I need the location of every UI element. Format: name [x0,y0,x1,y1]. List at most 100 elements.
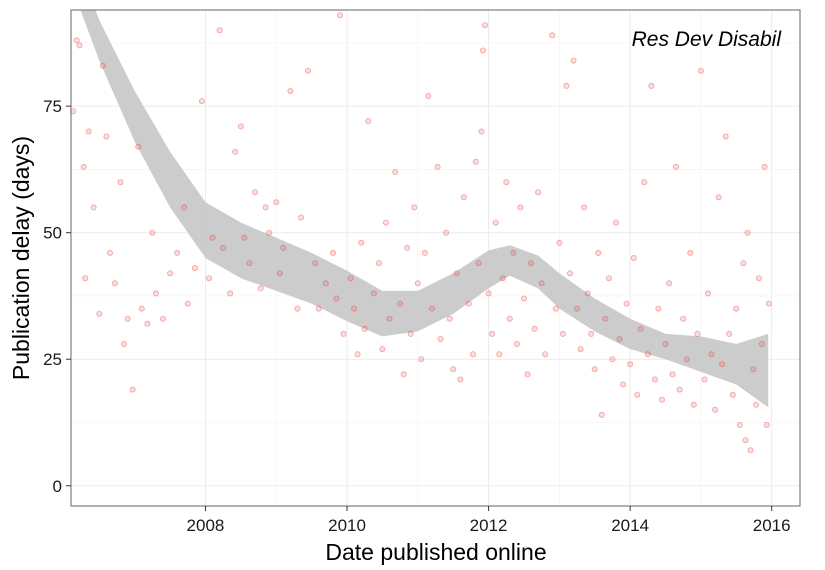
scatter-point [673,163,680,170]
scatter-point [465,300,472,307]
scatter-point [354,351,361,358]
scatter-point [251,189,258,196]
scatter-point [559,330,566,337]
scatter-point [499,275,506,282]
scatter-point [329,249,336,256]
scatter-point [232,148,239,155]
grid-lines [71,10,800,506]
scatter-point [538,280,545,287]
scatter-point [446,315,453,322]
scatter-point [198,98,205,105]
x-tick-label: 2010 [328,516,366,535]
scatter-point [184,300,191,307]
scatter-point [117,179,124,186]
scatter-point [129,386,136,393]
x-tick-label: 2008 [187,516,225,535]
scatter-point [630,254,637,261]
scatter-point [365,118,372,125]
scatter-point [616,335,623,342]
y-axis-ticks: 0 25 50 75 [43,97,71,496]
scatter-point [220,244,227,251]
y-tick-label: 0 [53,477,62,496]
scatter-point [216,27,223,34]
scatter-point [209,234,216,241]
scatter-point [361,325,368,332]
scatter-point [598,411,605,418]
scatter-point [457,376,464,383]
scatter-point [577,346,584,353]
scatter-point [379,346,386,353]
scatter-point [531,325,538,332]
scatter-point [620,381,627,388]
scatter-point [90,204,97,211]
confidence-band [80,10,769,408]
scatter-point [181,204,188,211]
scatter-point [517,204,524,211]
scatter-point [315,305,322,312]
scatter-point [552,305,559,312]
scatter-point [513,340,520,347]
scatter-point [149,229,156,236]
scatter-point [683,356,690,363]
scatter-point [312,260,319,267]
scatter-point [634,391,641,398]
scatter-point [644,351,651,358]
scatter-point [528,260,535,267]
scatter-point [669,371,676,378]
scatter-point [750,366,757,373]
scatter-point [763,421,770,428]
scatter-point [613,219,620,226]
scatter-point [340,330,347,337]
scatter-point [434,163,441,170]
scatter-point [556,239,563,246]
scatter-point [542,351,549,358]
scatter-point [676,386,683,393]
scatter-point [237,123,244,130]
scatter-point [257,285,264,292]
scatter-point [205,275,212,282]
scatter-point [469,351,476,358]
scatter-point [627,361,634,368]
scatter-point [443,229,450,236]
scatter-point [382,219,389,226]
scatter-point [753,401,760,408]
scatter-point [80,163,87,170]
scatter-point [437,335,444,342]
scatter-point [687,249,694,256]
scatter-point [506,315,513,322]
scatter-point [701,376,708,383]
scatter-point [428,305,435,312]
scatter-point [574,305,581,312]
scatter-point [82,275,89,282]
scatter-point [167,270,174,277]
scatter-point [397,300,404,307]
scatter-point [492,219,499,226]
scatter-point [742,437,749,444]
scatter-point [425,93,432,100]
scatter-point [666,280,673,287]
scatter-point [246,260,253,267]
scatter-point [351,305,358,312]
y-tick-label: 75 [43,97,62,116]
scatter-point [336,12,343,19]
scatter-point [570,57,577,64]
y-tick-label: 50 [43,224,62,243]
scatter-point [705,290,712,297]
journal-annotation: Res Dev Disabil [632,28,783,51]
scatter-point [758,340,765,347]
scatter-point [694,330,701,337]
scatter-point [76,42,83,49]
scatter-point [485,290,492,297]
scatter-point [103,133,110,140]
scatter-point [521,295,528,302]
scatter-point [591,366,598,373]
scatter-point [297,214,304,221]
x-tick-label: 2012 [470,516,508,535]
scatter-point [418,356,425,363]
scatter-point [322,280,329,287]
scatter-point [135,143,142,150]
scatter-point [472,158,479,165]
scatter-point [662,340,669,347]
scatter-point [680,315,687,322]
data-points [70,12,772,454]
